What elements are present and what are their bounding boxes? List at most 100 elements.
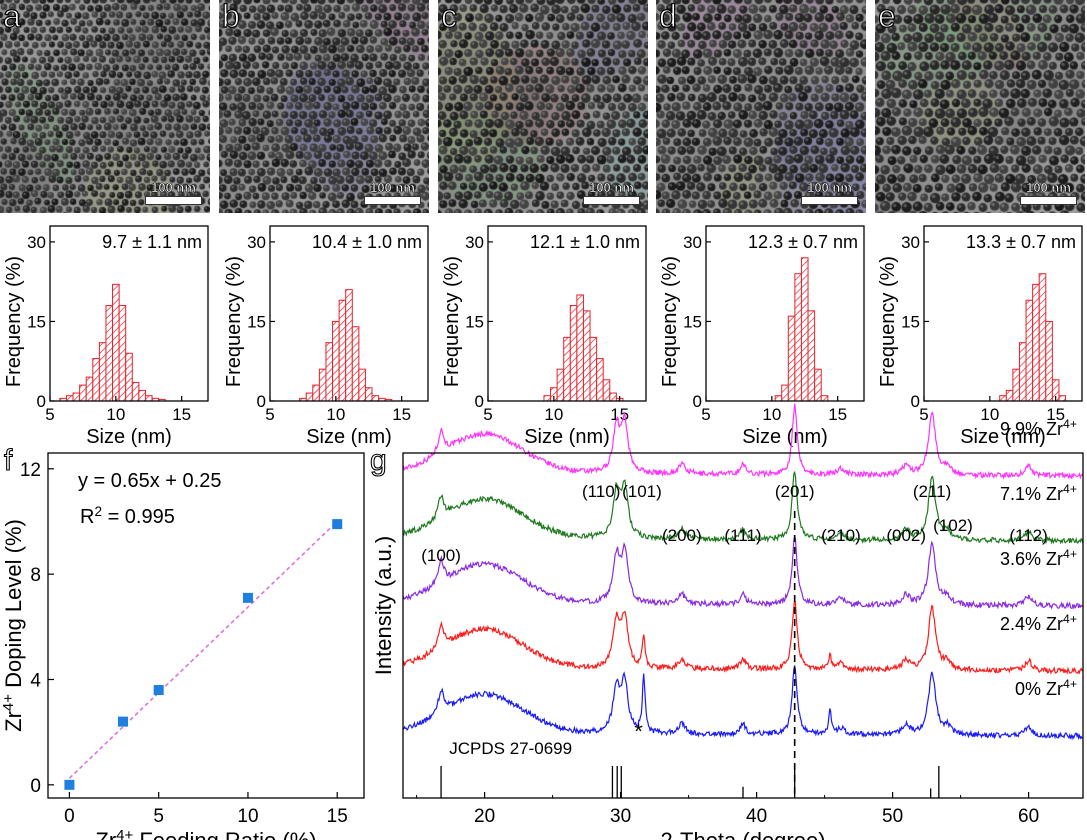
histogram-bar bbox=[596, 358, 604, 402]
text-run: Feeding Ratio (%) bbox=[133, 828, 316, 840]
plot-frame bbox=[49, 225, 209, 402]
histogram-bar bbox=[371, 395, 380, 402]
histogram-bar bbox=[1045, 320, 1053, 402]
histogram-d: 5 10 15 0 15 30 12.3 ± 0.7 nm Size (nm) Frequenc… bbox=[659, 225, 865, 448]
scale-bar: 100 nm bbox=[1020, 180, 1077, 205]
y-tick-label: 8 bbox=[30, 565, 41, 586]
size-label: 9.7 ± 1.1 nm bbox=[102, 232, 202, 252]
x-axis-title: Size (nm) bbox=[86, 426, 172, 448]
histogram-bar bbox=[345, 289, 353, 402]
histogram-bar bbox=[72, 392, 81, 402]
histogram-bar bbox=[820, 395, 829, 402]
plot-frame bbox=[487, 225, 647, 402]
histogram-bar bbox=[351, 326, 360, 402]
histogram-bar bbox=[364, 387, 373, 402]
histogram-bar bbox=[794, 273, 802, 402]
x-tick-label: 10 bbox=[106, 405, 125, 424]
histogram-bar bbox=[1018, 342, 1027, 402]
tem-image-a: a 100 nm bbox=[0, 0, 210, 213]
plot-frame bbox=[923, 225, 1083, 402]
x-tick-label: 30 bbox=[610, 806, 631, 827]
size-label: 10.4 ± 1.0 nm bbox=[312, 232, 422, 252]
histogram-bar bbox=[1058, 395, 1067, 402]
x-tick-label: 15 bbox=[327, 806, 348, 827]
x-tick-label: 10 bbox=[980, 405, 999, 424]
histogram-bar bbox=[609, 392, 617, 402]
histogram-b: 5 10 15 0 15 30 10.4 ± 1.0 nm Size (nm) Frequenc… bbox=[223, 225, 429, 448]
fit-equation: y = 0.65x + 0.25 bbox=[78, 470, 221, 492]
text-run: 9.9% Zr bbox=[1000, 419, 1063, 439]
histogram-bar bbox=[569, 305, 578, 402]
y-tick-label: 30 bbox=[683, 233, 702, 252]
xrd-trace bbox=[402, 665, 1083, 741]
histogram-bar bbox=[781, 384, 789, 402]
y-tick-label: 0 bbox=[37, 392, 46, 411]
trace-label: 3.6% Zr4+ bbox=[1000, 547, 1077, 569]
histogram-bar bbox=[125, 352, 133, 402]
histogram-bar bbox=[543, 395, 552, 402]
data-point bbox=[64, 779, 75, 790]
scale-bar-line bbox=[1020, 196, 1077, 205]
superscript: 2 bbox=[94, 504, 102, 519]
y-tick-label: 0 bbox=[257, 392, 266, 411]
histogram-bar bbox=[814, 368, 822, 402]
histogram-bar bbox=[1032, 283, 1040, 402]
tem-image-b: b 100 nm bbox=[219, 0, 429, 213]
miller-index-label: (201) bbox=[775, 482, 815, 501]
x-tick-label: 5 bbox=[701, 405, 710, 424]
trace-label: 9.9% Zr4+ bbox=[1000, 417, 1077, 439]
x-tick-label: 10 bbox=[326, 405, 345, 424]
x-tick-label: 15 bbox=[828, 405, 847, 424]
text-run: Zr bbox=[95, 828, 116, 840]
x-tick-label: 5 bbox=[265, 405, 274, 424]
scale-bar: 100 nm bbox=[364, 180, 421, 205]
size-label: 13.3 ± 0.7 nm bbox=[966, 232, 1076, 252]
superscript: 4+ bbox=[1063, 677, 1077, 691]
scale-bar-line bbox=[364, 196, 421, 205]
superscript: 4+ bbox=[1063, 612, 1077, 626]
histogram-bar bbox=[1012, 368, 1020, 402]
impurity-marker: * bbox=[634, 719, 643, 744]
x-tick-label: 10 bbox=[762, 405, 781, 424]
x-axis-title: 2-Theta (degree) bbox=[660, 828, 825, 840]
x-tick-label: 0 bbox=[64, 806, 75, 827]
histogram-bar bbox=[999, 395, 1007, 402]
y-tick-label: 4 bbox=[30, 670, 41, 691]
charts-group: 5 10 15 0 15 30 9.7 ± 1.1 nm Size (nm) Frequency… bbox=[0, 225, 1084, 840]
histogram-bar bbox=[589, 336, 598, 402]
y-tick-label: 30 bbox=[27, 233, 46, 252]
data-point bbox=[332, 519, 343, 530]
histogram-bar bbox=[787, 315, 796, 402]
trace-label: 7.1% Zr4+ bbox=[1000, 482, 1077, 504]
superscript: 4+ bbox=[116, 827, 133, 840]
y-tick-label: 30 bbox=[901, 233, 920, 252]
histogram-e: 5 10 15 0 15 30 13.3 ± 0.7 nm Size (nm) Frequenc… bbox=[877, 225, 1083, 448]
text-run: 7.1% Zr bbox=[1000, 484, 1063, 504]
histogram-bar bbox=[138, 389, 146, 402]
histogram-bar bbox=[131, 381, 140, 402]
panel-letter: f bbox=[4, 444, 13, 477]
tem-image-d: d 100 nm bbox=[656, 0, 866, 213]
y-tick-label: 15 bbox=[683, 312, 702, 331]
plot-frame bbox=[705, 225, 865, 402]
y-axis-title: Frequency (%) bbox=[223, 256, 245, 387]
panel-letter: c bbox=[440, 0, 457, 35]
histogram-bar bbox=[312, 384, 320, 402]
x-tick-label: 60 bbox=[1018, 806, 1039, 827]
panel-letter: d bbox=[658, 0, 677, 35]
histogram-bar bbox=[576, 294, 584, 402]
xrd-trace bbox=[402, 470, 1084, 545]
histogram-bar bbox=[92, 358, 100, 402]
x-tick-label: 40 bbox=[746, 806, 767, 827]
data-point bbox=[242, 592, 253, 603]
text-run: = 0.995 bbox=[102, 506, 175, 528]
trace-label: 2.4% Zr4+ bbox=[1000, 612, 1077, 634]
text-run: 0% Zr bbox=[1015, 679, 1063, 699]
x-tick-label: 10 bbox=[237, 806, 258, 827]
y-tick-label: 0 bbox=[693, 392, 702, 411]
reference-label: JCPDS 27-0699 bbox=[449, 739, 572, 758]
y-axis-title: Frequency (%) bbox=[877, 256, 899, 387]
miller-index-label: (110) bbox=[582, 482, 620, 501]
x-tick-label: 15 bbox=[172, 405, 191, 424]
